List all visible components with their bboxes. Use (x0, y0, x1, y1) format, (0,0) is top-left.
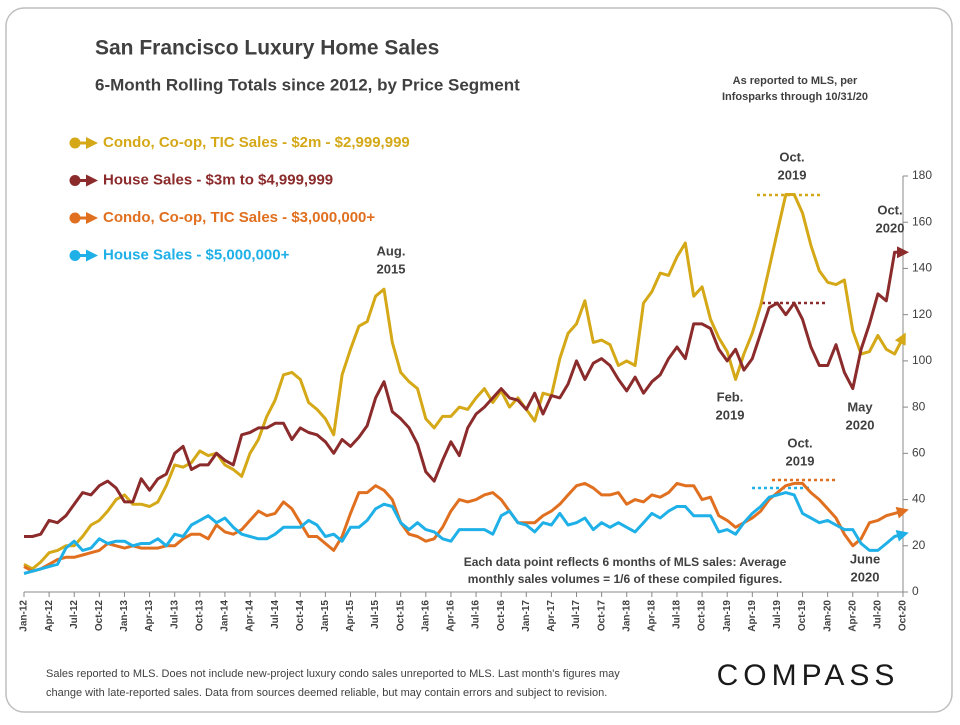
x-tick-label: Jul-16 (471, 600, 482, 629)
y-tick-label: 140 (912, 261, 932, 275)
x-tick-label: Jul-15 (370, 600, 381, 629)
series-line (23, 481, 909, 573)
logo: COMPASS (717, 659, 900, 692)
y-tick-label: 100 (912, 353, 932, 367)
annotation: 2020 (846, 417, 875, 432)
annotation: 2015 (377, 261, 406, 276)
series-line (24, 246, 909, 538)
x-tick-label: Jan-19 (722, 600, 733, 632)
annotation: 2019 (786, 453, 815, 468)
x-tick-label: Jan-15 (320, 600, 331, 632)
x-tick-label: Oct-13 (194, 600, 205, 632)
legend-label: House Sales - $5,000,000+ (103, 246, 290, 263)
annotation: Oct. (877, 202, 902, 217)
note: monthly sales volumes = 1/6 of these com… (468, 572, 782, 586)
x-tick-label: Jan-18 (621, 600, 632, 632)
x-tick-label: Apr-13 (144, 600, 155, 632)
footer: change with late-reported sales. Data fr… (46, 687, 607, 699)
x-tick-label: Apr-20 (847, 600, 858, 632)
x-tick-label: Apr-16 (446, 600, 457, 632)
x-tick-label: Apr-15 (345, 600, 356, 632)
x-tick-label: Jan-16 (420, 600, 431, 632)
x-tick-label: Jan-13 (119, 600, 130, 632)
series-line (23, 491, 909, 575)
legend-label: Condo, Co-op, TIC Sales - $3,000,000+ (103, 209, 375, 226)
x-tick-label: Apr-18 (646, 600, 657, 632)
annotation: Feb. (717, 389, 744, 404)
x-tick-label: Jan-12 (19, 600, 30, 632)
x-tick-label: Oct-16 (496, 600, 507, 632)
y-tick-label: 120 (912, 307, 932, 321)
x-tick-label: Jul-19 (772, 600, 783, 629)
x-tick-label: Oct-12 (94, 600, 105, 632)
x-tick-label: Jul-20 (873, 600, 884, 629)
y-tick-label: 40 (912, 492, 926, 506)
annotation: 2019 (778, 167, 807, 182)
annotation: 2020 (876, 220, 905, 235)
x-tick-label: Jan-14 (220, 600, 231, 632)
x-tick-label: Oct-19 (797, 600, 808, 632)
x-tick-label: Oct-17 (596, 600, 607, 632)
x-tick-label: Oct-14 (295, 600, 306, 632)
footer: Sales reported to MLS. Does not include … (46, 668, 620, 680)
x-tick-label: Oct-18 (697, 600, 708, 632)
annotation: 2020 (851, 569, 880, 584)
legend-label: Condo, Co-op, TIC Sales - $2m - $2,999,9… (103, 134, 410, 151)
annotation: May (847, 399, 873, 414)
x-tick-label: Oct-20 (898, 600, 909, 632)
x-tick-label: Jul-13 (169, 600, 180, 629)
chart-subtitle: 6-Month Rolling Totals since 2012, by Pr… (95, 75, 520, 94)
x-tick-label: Apr-12 (44, 600, 55, 632)
y-tick-label: 60 (912, 446, 926, 460)
y-tick-label: 80 (912, 399, 926, 413)
x-tick-label: Apr-14 (245, 600, 256, 632)
x-tick-label: Jul-18 (672, 600, 683, 629)
x-tick-label: Oct-15 (395, 600, 406, 632)
x-tick-label: Jul-14 (270, 600, 281, 629)
y-tick-label: 180 (912, 168, 932, 182)
x-tick-label: Apr-17 (546, 600, 557, 632)
y-tick-label: 0 (912, 584, 919, 598)
annotation: Aug. (377, 243, 406, 258)
x-tick-label: Jul-17 (571, 600, 582, 629)
note: Each data point reflects 6 months of MLS… (464, 555, 787, 569)
annotation: 2019 (716, 407, 745, 422)
annotation: Oct. (787, 435, 812, 450)
annotation: Oct. (779, 149, 804, 164)
x-tick-label: Jul-12 (69, 600, 80, 629)
chart-title: San Francisco Luxury Home Sales (95, 37, 439, 60)
annotation: June (850, 551, 880, 566)
y-tick-label: 160 (912, 214, 932, 228)
source-note: As reported to MLS, per (733, 75, 858, 87)
y-tick-label: 20 (912, 538, 926, 552)
frame (5, 7, 953, 713)
series-line (23, 193, 906, 571)
x-tick-label: Jan-20 (822, 600, 833, 632)
source-note: Infosparks through 10/31/20 (722, 91, 868, 103)
x-tick-label: Apr-19 (747, 600, 758, 632)
x-tick-label: Jan-17 (521, 600, 532, 632)
legend-label: House Sales - $3m to $4,999,999 (103, 171, 333, 188)
